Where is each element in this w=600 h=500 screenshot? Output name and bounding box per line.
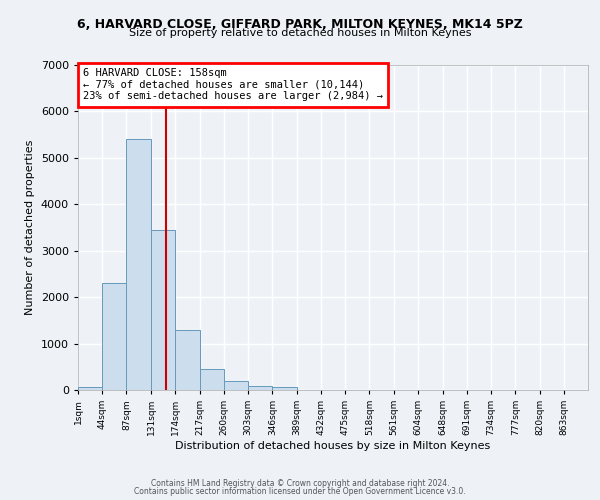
Text: Contains public sector information licensed under the Open Government Licence v3: Contains public sector information licen… xyxy=(134,487,466,496)
Bar xyxy=(78,386,102,390)
Text: 6 HARVARD CLOSE: 158sqm
← 77% of detached houses are smaller (10,144)
23% of sem: 6 HARVARD CLOSE: 158sqm ← 77% of detache… xyxy=(83,68,383,102)
Bar xyxy=(102,283,127,390)
Bar xyxy=(175,330,200,390)
Y-axis label: Number of detached properties: Number of detached properties xyxy=(25,140,35,315)
Bar xyxy=(224,380,248,390)
Bar xyxy=(272,387,296,390)
Bar xyxy=(127,140,151,390)
Bar xyxy=(248,386,272,390)
Bar xyxy=(151,230,175,390)
Text: 6, HARVARD CLOSE, GIFFARD PARK, MILTON KEYNES, MK14 5PZ: 6, HARVARD CLOSE, GIFFARD PARK, MILTON K… xyxy=(77,18,523,30)
X-axis label: Distribution of detached houses by size in Milton Keynes: Distribution of detached houses by size … xyxy=(175,441,491,451)
Text: Size of property relative to detached houses in Milton Keynes: Size of property relative to detached ho… xyxy=(129,28,471,38)
Text: Contains HM Land Registry data © Crown copyright and database right 2024.: Contains HM Land Registry data © Crown c… xyxy=(151,478,449,488)
Bar xyxy=(200,369,224,390)
